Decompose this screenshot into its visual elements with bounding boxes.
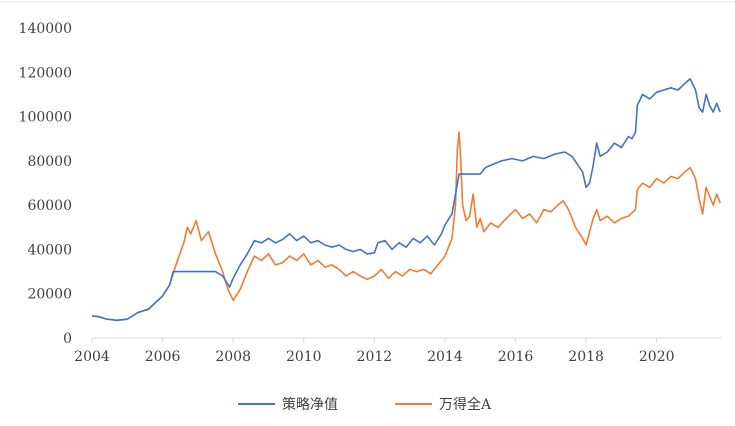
y-tick-label: 60000	[27, 198, 72, 214]
series-line-strategy-nav	[91, 78, 721, 322]
legend-item-strategy-nav: 策略净值	[238, 396, 338, 413]
x-tick-label: 2008	[215, 349, 251, 365]
y-axis: 0 20000 40000 60000 80000 100000 120000 140000	[19, 21, 72, 347]
x-tick-label: 2020	[639, 349, 675, 365]
y-tick-label: 0	[63, 331, 72, 347]
legend-label: 策略净值	[282, 396, 338, 413]
x-tick-label: 2016	[498, 349, 534, 365]
y-tick-label: 100000	[19, 110, 72, 126]
series-line-wind-all-a	[91, 131, 721, 322]
x-tick-label: 2018	[568, 349, 604, 365]
x-tick-label: 2006	[145, 349, 181, 365]
y-tick-label: 40000	[27, 242, 72, 258]
x-tick-label: 2010	[286, 349, 322, 365]
plot-lines	[91, 78, 721, 322]
x-tick-label: 2014	[427, 349, 463, 365]
y-tick-label: 140000	[19, 21, 72, 37]
y-tick-label: 80000	[27, 154, 72, 170]
y-tick-label: 120000	[19, 65, 72, 81]
x-tick-label: 2004	[74, 349, 110, 365]
x-axis: 2004 2006 2008 2010 2012 2014 2016 2018 2020	[74, 337, 722, 365]
y-tick-label: 20000	[27, 287, 72, 303]
x-tick-label: 2012	[357, 349, 393, 365]
legend-label: 万得全A	[439, 396, 492, 413]
legend-item-wind-all-a: 万得全A	[395, 396, 492, 413]
legend: 策略净值 万得全A	[238, 396, 492, 413]
